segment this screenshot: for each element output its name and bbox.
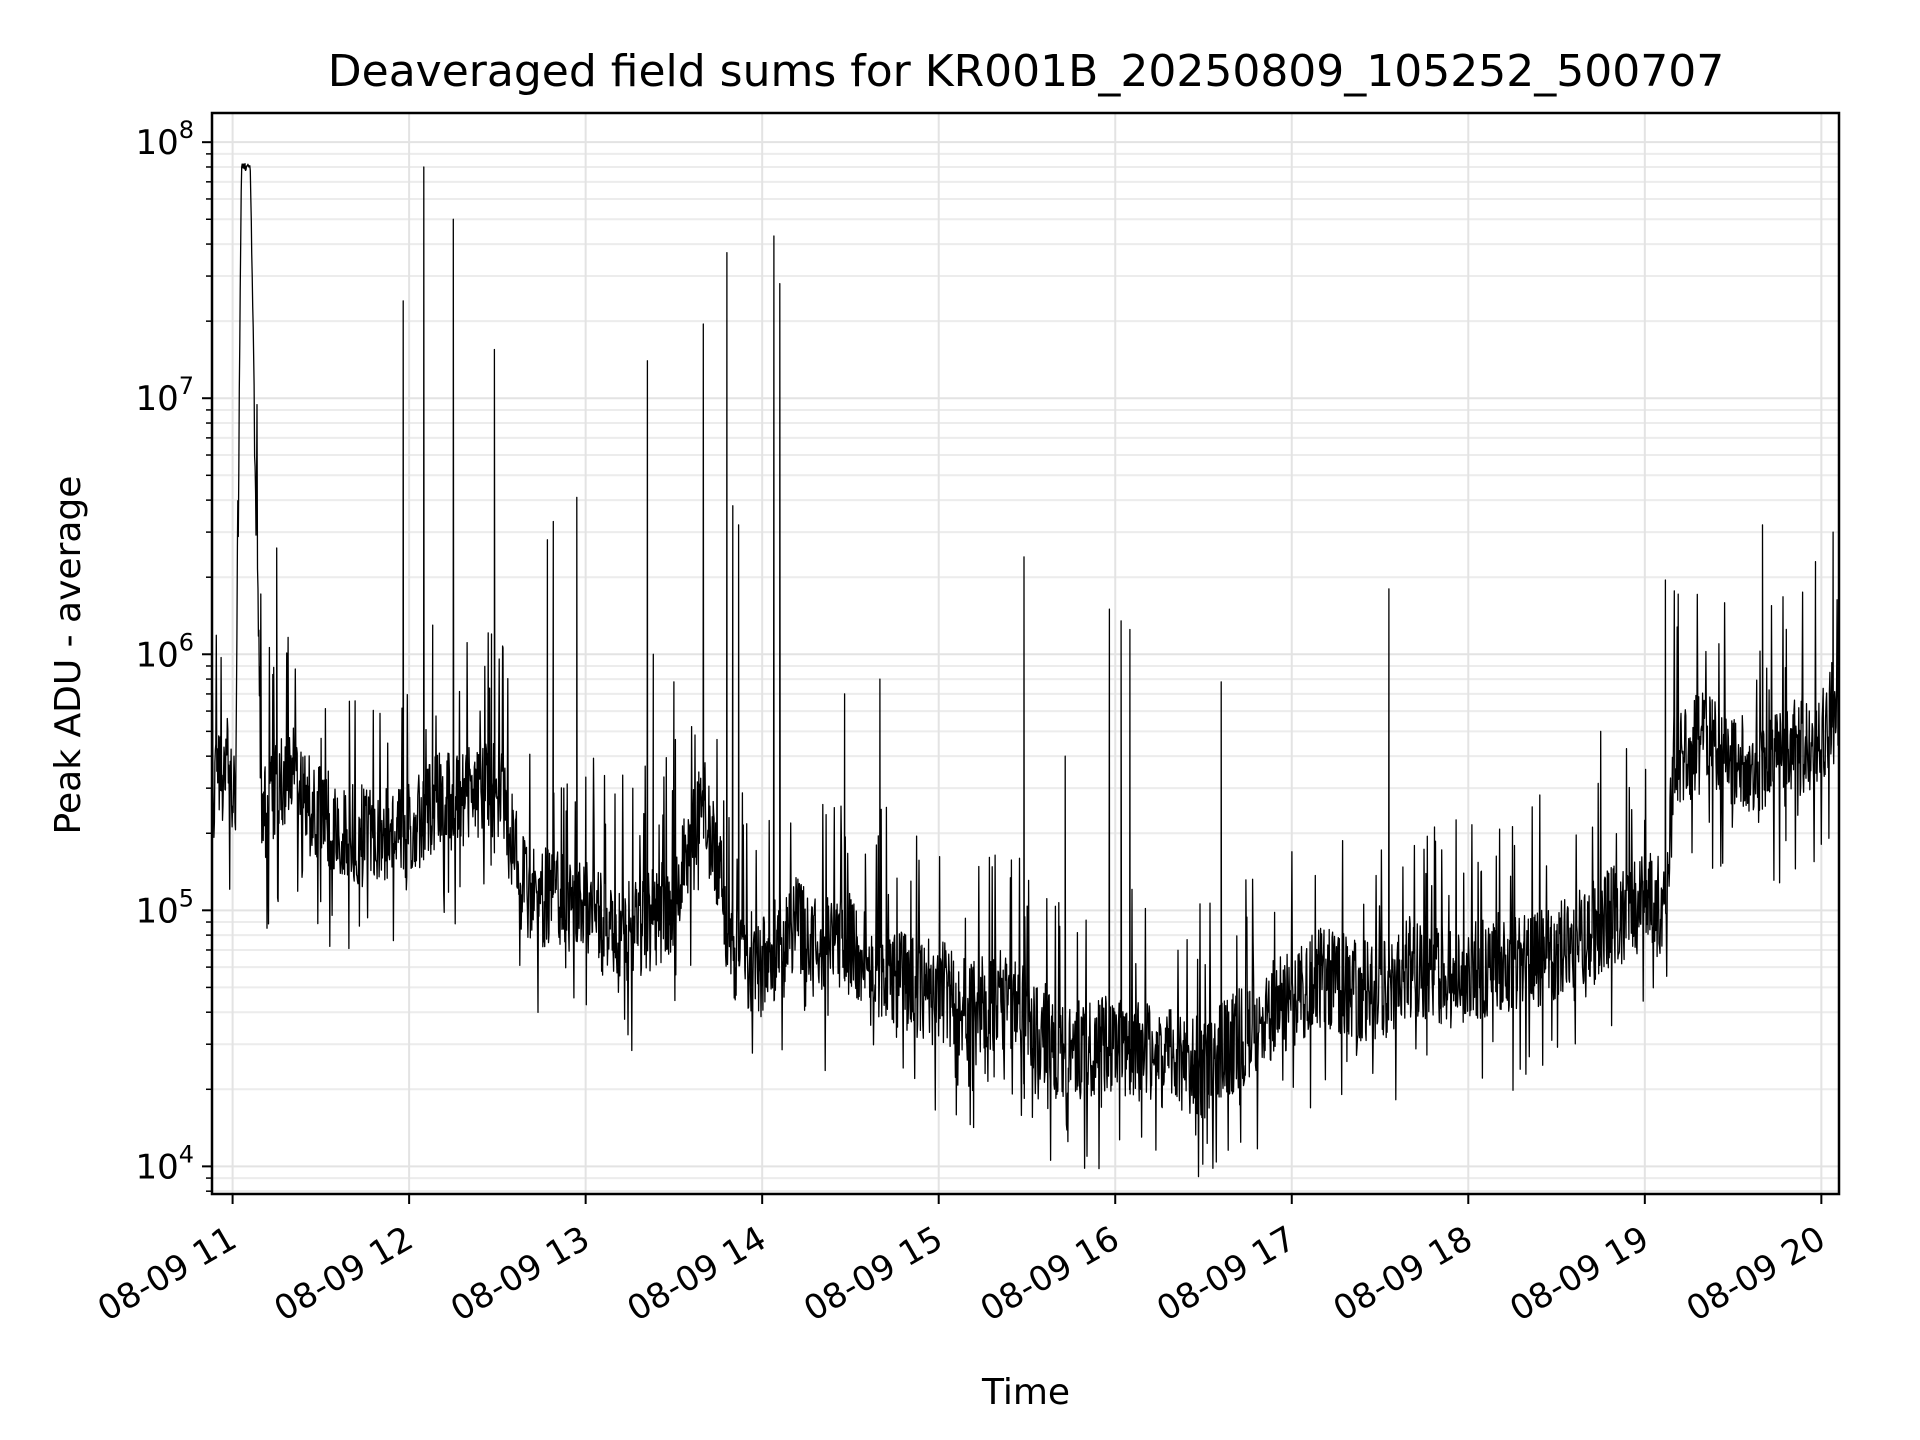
y-tick-label: 105 [135,884,194,931]
x-tick-label: 08-09 13 [444,1219,596,1330]
y-axis-ticks: 104 105 106 107 108 [135,116,212,1192]
x-tick-label: 08-09 20 [1680,1219,1832,1330]
x-tick-label: 08-09 16 [974,1219,1126,1330]
series-layer [212,163,1839,1178]
y-tick-label: 107 [135,372,194,419]
x-tick-label: 08-09 15 [797,1219,949,1330]
x-tick-label: 08-09 18 [1327,1219,1479,1330]
x-tick-label: 08-09 17 [1150,1219,1302,1330]
y-tick-label: 106 [135,628,194,675]
chart-title: Deaveraged field sums for KR001B_2025080… [328,46,1724,97]
x-tick-label: 08-09 19 [1503,1219,1655,1330]
series-line [212,163,1839,1178]
y-tick-label: 104 [135,1140,194,1187]
y-tick-label: 108 [135,116,194,163]
x-tick-label: 08-09 14 [621,1219,773,1330]
y-axis-label: Peak ADU - average [48,476,89,835]
x-axis-ticks: 08-09 11 08-09 12 08-09 13 08-09 14 08-09 15… [91,1194,1832,1330]
x-axis-label: Time [981,1372,1070,1413]
x-tick-label: 08-09 12 [268,1219,420,1330]
x-tick-label: 08-09 11 [91,1219,243,1330]
